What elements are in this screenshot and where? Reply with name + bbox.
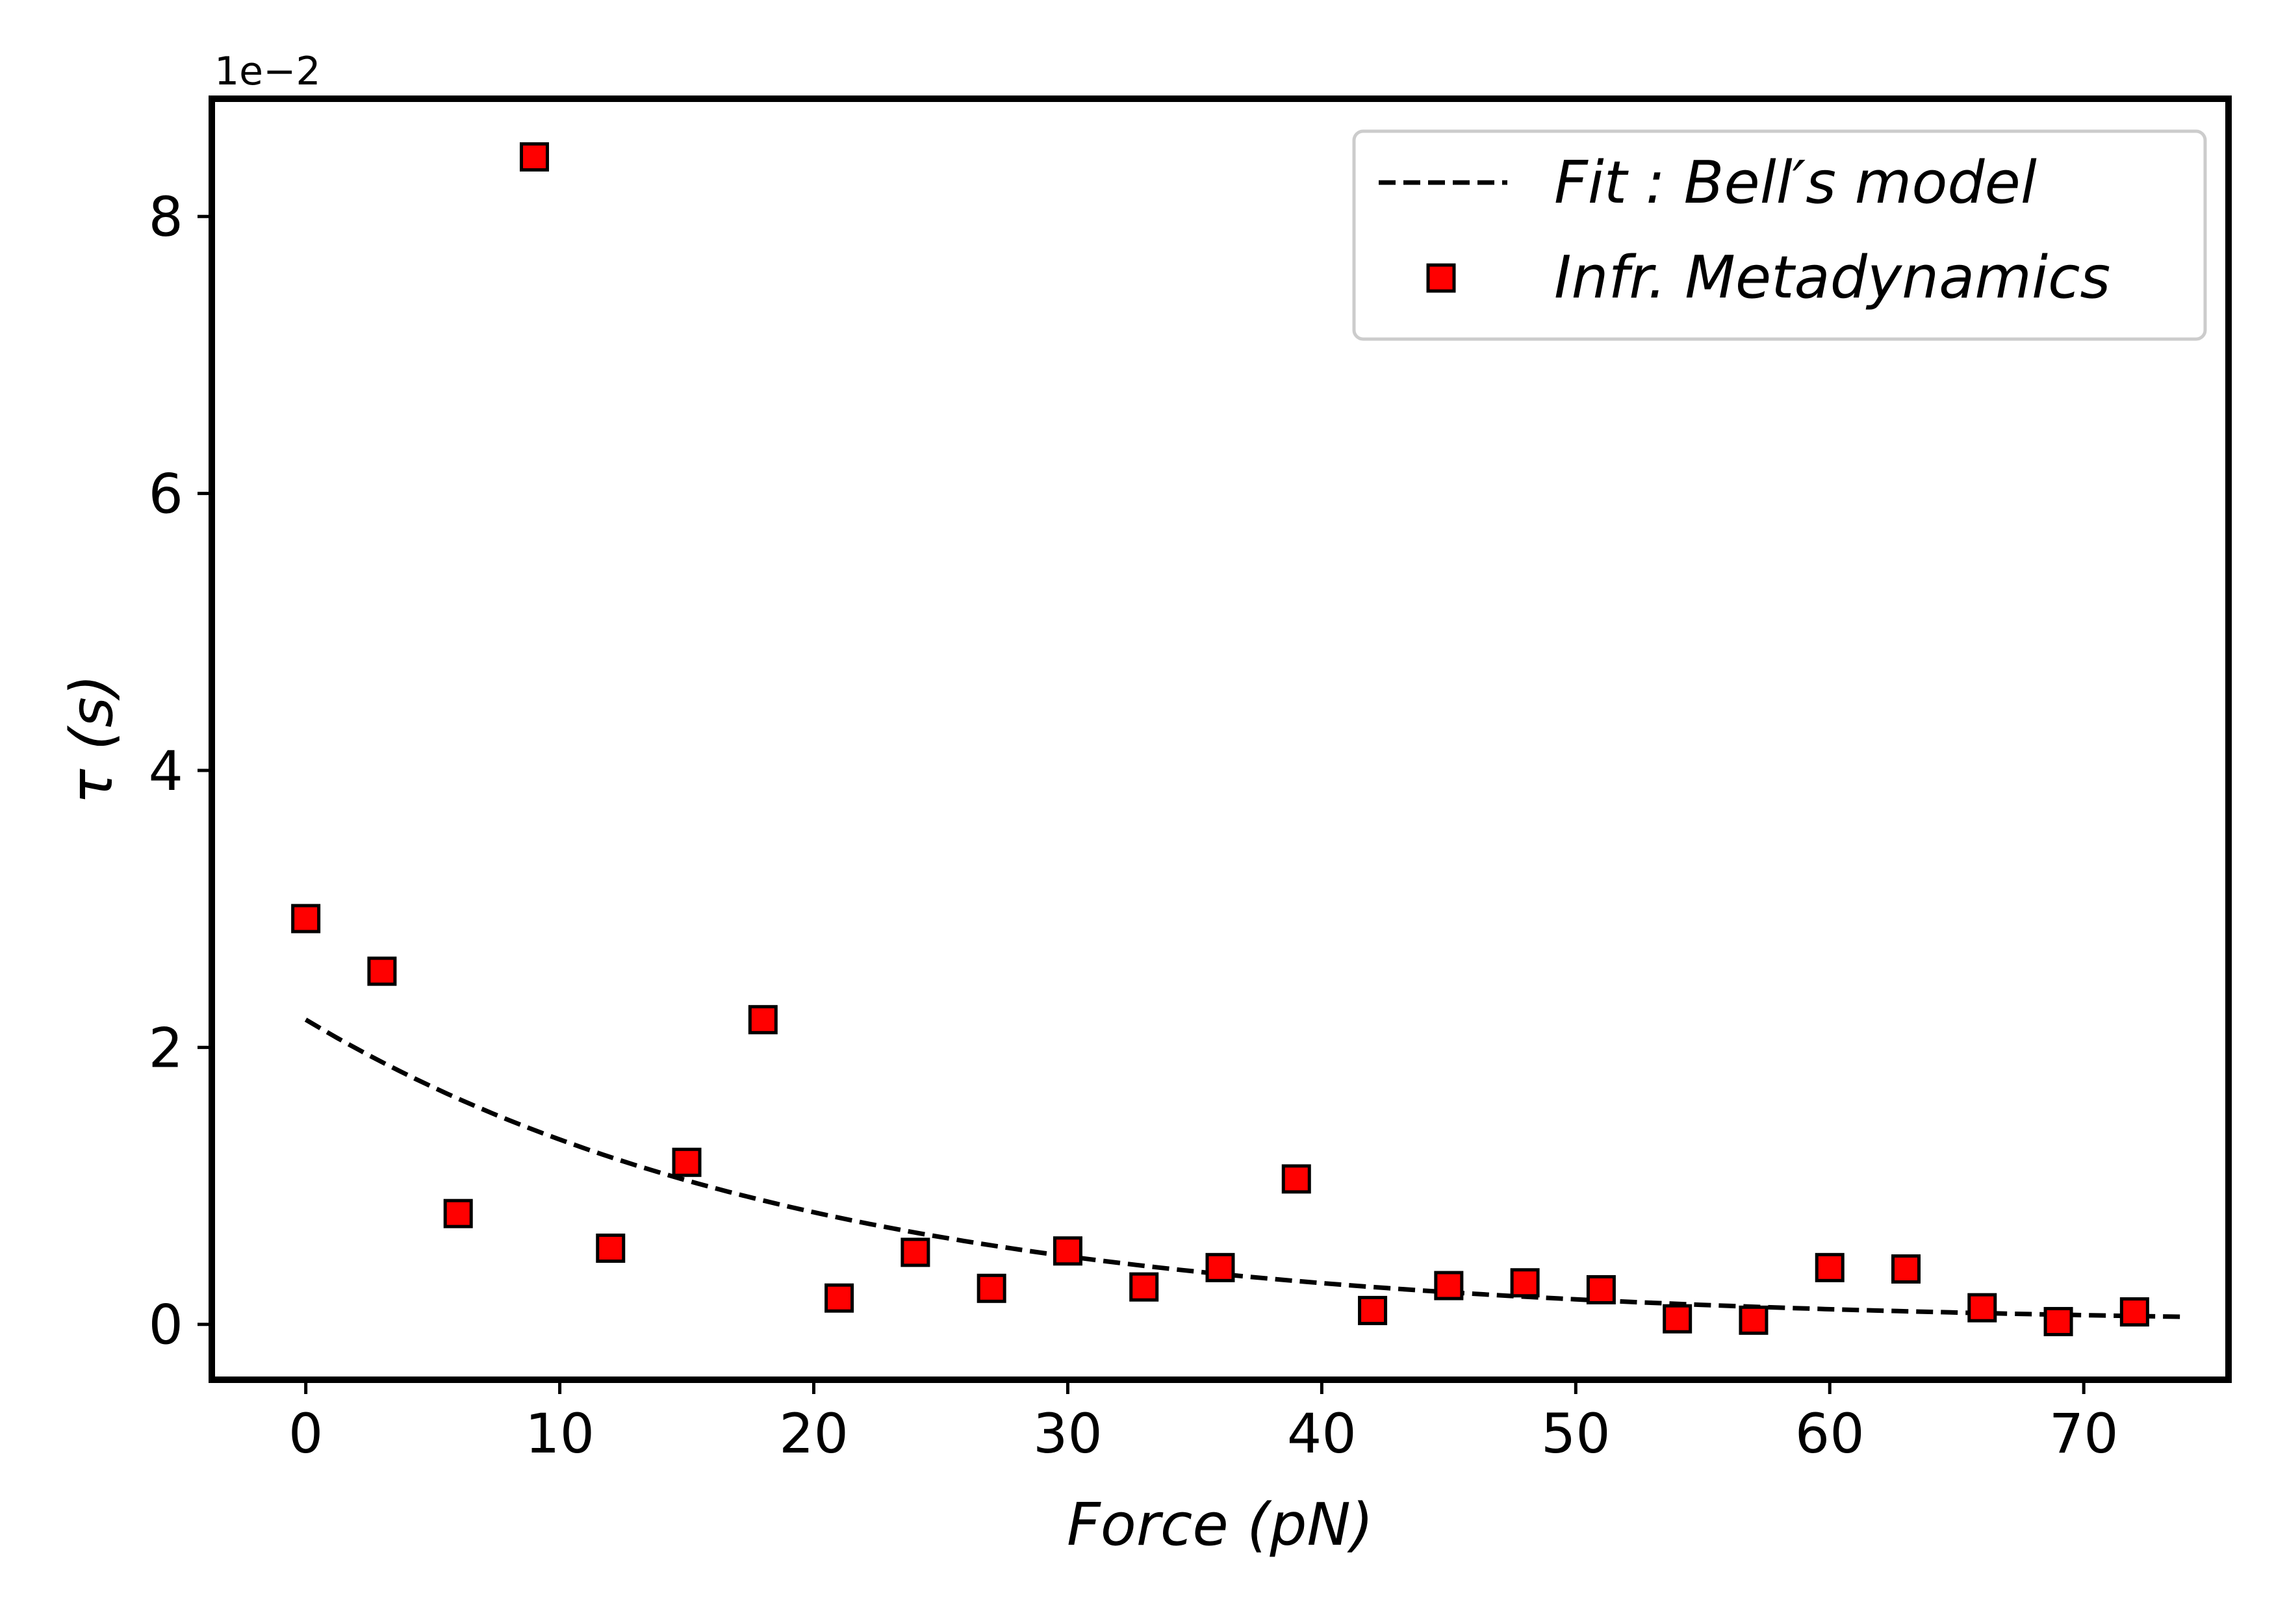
legend-scatter-label: Infr. Metadynamics bbox=[1554, 244, 2110, 312]
data-point bbox=[2043, 1306, 2073, 1336]
data-point bbox=[519, 142, 549, 172]
y-tick-label: 6 bbox=[149, 463, 183, 526]
x-tick-label: 10 bbox=[525, 1402, 594, 1465]
y-tick-label: 8 bbox=[149, 185, 183, 249]
data-point bbox=[1205, 1252, 1235, 1282]
y-axis-title: τ (s) bbox=[58, 674, 126, 804]
x-axis-title: Force (pN) bbox=[1067, 1491, 1373, 1559]
data-point bbox=[1281, 1164, 1311, 1194]
x-tick-label: 30 bbox=[1033, 1402, 1103, 1465]
data-point bbox=[1891, 1254, 1921, 1284]
plot-area-frame bbox=[209, 95, 2232, 1383]
data-point bbox=[1129, 1272, 1159, 1302]
y-tick-label: 2 bbox=[149, 1016, 183, 1080]
data-point bbox=[443, 1199, 473, 1228]
fit-curve bbox=[304, 1017, 2186, 1319]
data-point bbox=[1510, 1268, 1540, 1298]
x-tick-label: 20 bbox=[779, 1402, 849, 1465]
x-tick-label: 60 bbox=[1795, 1402, 1865, 1465]
x-tick-label: 50 bbox=[1541, 1402, 1611, 1465]
data-point bbox=[824, 1283, 854, 1313]
data-point bbox=[748, 1005, 778, 1035]
y-tick-label: 0 bbox=[149, 1293, 183, 1357]
legend-fit-label: Fit : Bell′s model bbox=[1554, 149, 2037, 217]
x-tick-label: 70 bbox=[2049, 1402, 2119, 1465]
data-point bbox=[1663, 1304, 1693, 1334]
y-tick-label: 4 bbox=[149, 739, 183, 803]
x-tick-label: 40 bbox=[1287, 1402, 1357, 1465]
data-point bbox=[596, 1233, 626, 1263]
x-tick-label: 0 bbox=[288, 1402, 323, 1465]
plot-data bbox=[291, 142, 2186, 1336]
axis-ticks: 0 10 20 30 40 50 60 70 0 2 4 6 8 bbox=[149, 185, 2119, 1465]
data-point bbox=[1815, 1252, 1845, 1282]
data-point bbox=[901, 1237, 930, 1267]
data-point bbox=[1739, 1305, 1769, 1335]
data-point bbox=[1053, 1236, 1082, 1266]
data-point bbox=[1967, 1293, 1997, 1323]
legend: Fit : Bell′s model Infr. Metadynamics bbox=[1352, 129, 2207, 341]
data-point bbox=[2119, 1297, 2149, 1327]
data-point bbox=[1434, 1271, 1464, 1300]
data-point bbox=[367, 956, 397, 986]
legend-scatter-marker bbox=[1426, 263, 1456, 293]
data-point bbox=[291, 904, 321, 933]
legend-box bbox=[1352, 129, 2207, 341]
data-point bbox=[1586, 1275, 1616, 1304]
data-point bbox=[672, 1147, 702, 1177]
y-axis-scale-label: 1e−2 bbox=[214, 49, 321, 94]
data-point bbox=[977, 1273, 1006, 1303]
data-point bbox=[1358, 1295, 1388, 1325]
